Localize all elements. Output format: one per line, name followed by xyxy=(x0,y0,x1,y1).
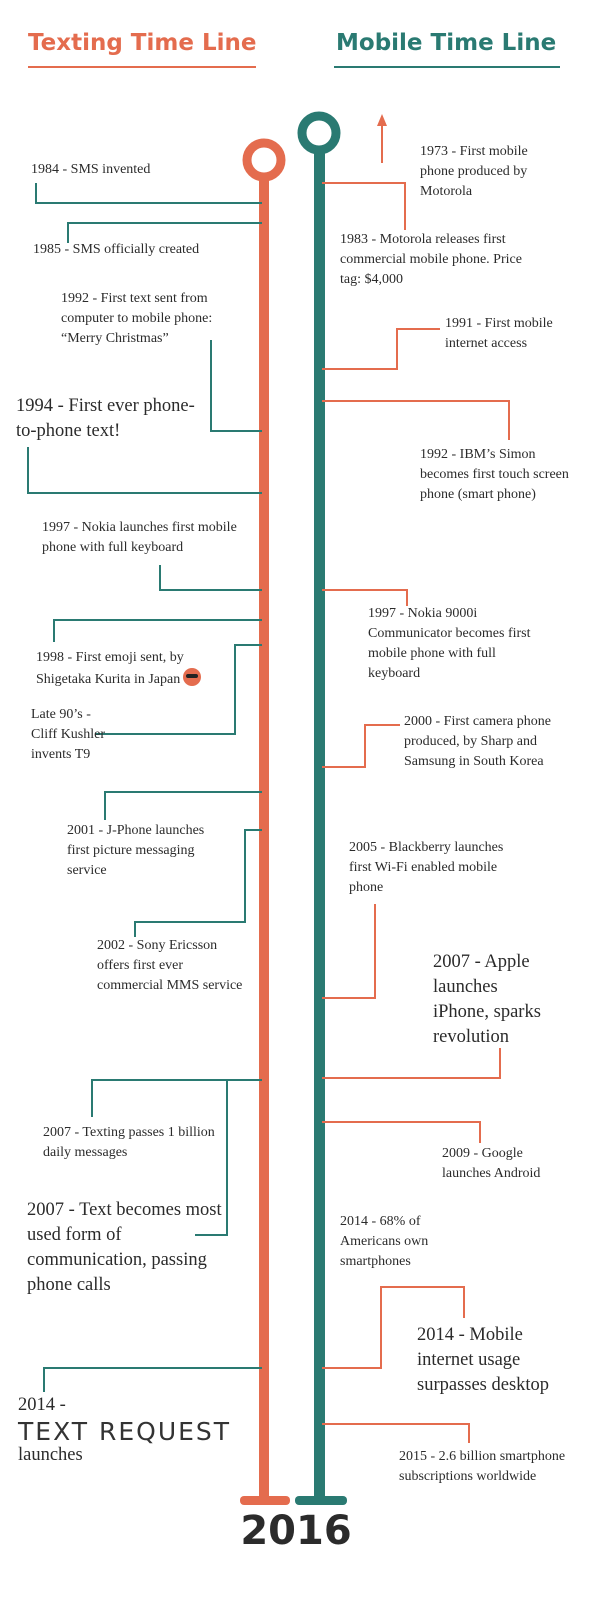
texting-event-1985: 1985 - SMS officially created xyxy=(33,242,200,257)
texting-event-1997: 1997 - Nokia launches first mobile phone… xyxy=(42,520,237,555)
connector-1998 xyxy=(53,619,262,642)
connector-2014-text xyxy=(43,1367,262,1392)
texting-event-1998: 1998 - First emoji sent, by Shigetaka Ku… xyxy=(36,648,241,690)
connector-2001 xyxy=(104,791,262,820)
connector-2009 xyxy=(322,1121,481,1143)
texting-start-circle xyxy=(242,138,286,182)
end-year-label: 2016 xyxy=(240,1508,352,1554)
connector-1983 xyxy=(322,182,406,230)
mobile-event-1992-ibm: 1992 - IBM’s Simon becomes first touch s… xyxy=(420,447,569,502)
connector-1984 xyxy=(35,183,262,204)
texting-timeline-header: Texting Time Line xyxy=(28,30,257,56)
connector-2015 xyxy=(322,1423,470,1443)
mobile-event-1997-nokia: 1997 - Nokia 9000i Communicator becomes … xyxy=(368,606,531,681)
connector-1985 xyxy=(67,222,262,243)
mobile-event-2007-apple: 2007 - Apple launches iPhone, sparks rev… xyxy=(433,952,541,1047)
connector-2000 xyxy=(322,724,400,768)
mobile-event-1973: 1973 - First mobile phone produced by Mo… xyxy=(420,144,528,199)
texting-timeline-bar xyxy=(259,178,269,1500)
connector-2002 xyxy=(134,829,262,937)
connector-2014-smartphones xyxy=(322,1286,465,1369)
texting-event-2001: 2001 - J-Phone launches first picture me… xyxy=(67,823,205,878)
connector-2007-text-most xyxy=(195,1080,228,1236)
emoji-event-text: 1998 - First emoji sent, by Shigetaka Ku… xyxy=(36,650,184,687)
connector-1997-nokia xyxy=(322,589,408,606)
mobile-header-underline xyxy=(334,66,560,68)
mobile-event-2015: 2015 - 2.6 billion smartphone subscripti… xyxy=(399,1449,566,1484)
texting-event-2014: 2014 - xyxy=(18,1395,66,1415)
connector-1992-ibm xyxy=(322,400,510,440)
mobile-event-1991: 1991 - First mobile internet access xyxy=(445,316,553,351)
texting-connectors xyxy=(27,183,262,1392)
mobile-event-2005: 2005 - Blackberry launches first Wi-Fi e… xyxy=(349,840,504,895)
texting-header-underline xyxy=(28,66,256,68)
texting-end-cap xyxy=(240,1496,290,1505)
texting-event-2002: 2002 - Sony Ericsson offers first ever c… xyxy=(97,938,243,993)
texting-event-2007-texting: 2007 - Texting passes 1 billion daily me… xyxy=(43,1125,215,1160)
connector-2005 xyxy=(322,904,376,999)
texting-event-2014-launches: launches xyxy=(18,1445,83,1465)
arrow-1973-head xyxy=(377,114,387,126)
mobile-event-1983: 1983 - Motorola releases first commercia… xyxy=(340,232,522,287)
mobile-timeline-bar xyxy=(314,148,325,1500)
mobile-event-2009: 2009 - Google launches Android xyxy=(442,1146,541,1181)
mobile-event-2014-internet: 2014 - Mobile internet usage surpasses d… xyxy=(417,1325,550,1395)
mobile-event-2000: 2000 - First camera phone produced, by S… xyxy=(404,714,551,769)
mobile-event-2014-smartphones: 2014 - 68% of Americans own smartphones xyxy=(340,1214,429,1269)
texting-event-1992: 1992 - First text sent from computer to … xyxy=(61,291,213,346)
mobile-connectors xyxy=(322,114,510,1443)
connector-2007-texting xyxy=(91,1079,262,1117)
mobile-timeline-header: Mobile Time Line xyxy=(336,30,557,56)
mobile-end-cap xyxy=(295,1496,347,1505)
connector-1992-text xyxy=(210,340,262,432)
connector-t9 xyxy=(95,644,262,735)
connector-1991 xyxy=(322,328,440,370)
connector-1994 xyxy=(27,447,262,494)
texting-event-1994: 1994 - First ever phone-to-phone text! xyxy=(16,396,195,441)
connector-2007-apple xyxy=(322,1048,501,1079)
connector-1997-text xyxy=(159,565,262,591)
texting-event-1984: 1984 - SMS invented xyxy=(31,162,151,177)
sunglasses-emoji-icon xyxy=(183,668,202,686)
texting-event-t9: Late 90’s - Cliff Kushler invents T9 xyxy=(31,707,106,762)
mobile-start-circle xyxy=(297,111,341,155)
texting-event-2007-most-used: 2007 - Text becomes most used form of co… xyxy=(27,1200,222,1295)
text-request-logo: TEXT REQUEST xyxy=(18,1417,232,1446)
